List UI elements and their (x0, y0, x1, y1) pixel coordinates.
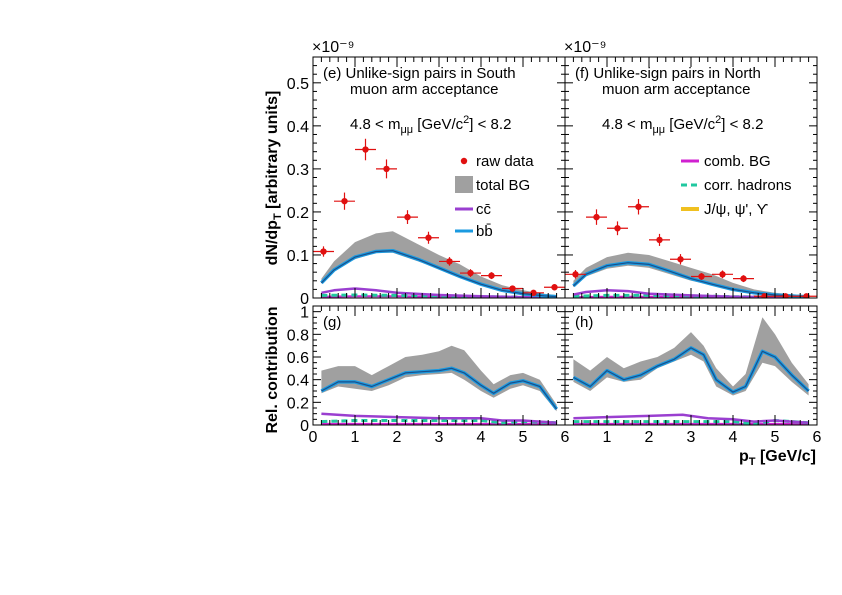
y-tick-label-e: 0.3 (287, 162, 309, 179)
x-tick-label-g: 4 (477, 429, 486, 446)
raw-point-e (320, 248, 327, 255)
x-tick-label-g: 0 (309, 429, 318, 446)
mass-cut-rest: [GeV/c (413, 116, 464, 133)
legend-right: comb. BG corr. hadrons J/ψ, ψ', ϒ (681, 153, 792, 218)
x-tick-label-h: 6 (813, 429, 822, 446)
y-tick-label-e: 0 (300, 291, 309, 308)
plot-area-f (565, 199, 817, 298)
y-tick-label-g: 0.8 (287, 327, 309, 344)
x-axis-label: pT [GeV/c] (739, 448, 816, 468)
y-tick-label-g: 0.6 (287, 350, 309, 367)
raw-point-f (761, 293, 768, 298)
raw-point-f (782, 293, 789, 298)
y-tick-label-g: 0 (300, 418, 309, 435)
mass-cut-rest: [GeV/c (665, 116, 716, 133)
raw-point-e (509, 285, 516, 292)
total-bg-band-e (321, 231, 557, 297)
raw-point-f (677, 256, 684, 263)
y-axis-label-top: dN/dpT [arbitrary units] (264, 91, 284, 266)
x-tick-label-h: 2 (645, 429, 654, 446)
exponent-label-left: ×10⁻⁹ (312, 39, 354, 56)
raw-point-e (341, 197, 348, 205)
x-tick-label-g: 1 (351, 429, 360, 446)
panel-e: 0 0.1 0.2 0.3 0.4 0.5 (e) Unlike-sign pairs in… (287, 56, 566, 308)
panel-label-g: (g) (323, 314, 341, 331)
panel-g: 00.20.40.60.810 1 2 3 4 5 6(g) (287, 305, 570, 446)
panel-subtitle-f: muon arm acceptance (602, 81, 750, 98)
cc-line-g (321, 412, 557, 424)
legend-raw-label: raw data (476, 153, 534, 170)
x-tick-label-h: 1 (603, 429, 612, 446)
x-tick-label-h: 5 (771, 429, 780, 446)
legend-band-marker (455, 176, 473, 193)
raw-point-f (635, 203, 642, 210)
raw-point-e (362, 146, 369, 153)
raw-point-e (467, 269, 474, 277)
legend-comb-label: comb. BG (704, 153, 771, 170)
raw-point-e (383, 165, 390, 173)
x-tick-label-h: 4 (729, 429, 738, 446)
raw-point-e (404, 213, 411, 221)
legend-jpsi-label: J/ψ, ψ', ϒ (704, 201, 769, 218)
raw-point-e (446, 258, 453, 265)
legend-cc-label: cc̄ (476, 201, 492, 218)
panel-label-e: (e) Unlike-sign pairs in South (323, 65, 516, 82)
raw-point-f (719, 271, 726, 278)
mass-cut-sup: 2 (463, 114, 469, 126)
panel-label-f: (f) Unlike-sign pairs in North (575, 65, 761, 82)
y-axis-label-bottom: Rel. contribution (264, 306, 281, 433)
total-bg-band-g (321, 345, 557, 412)
raw-point-f (614, 225, 621, 232)
cc-line-h (573, 413, 809, 424)
plot-area-g (320, 345, 559, 425)
legend-corr-label: corr. hadrons (704, 177, 792, 194)
legend-left: raw data total BG cc̄ bb̄ (455, 153, 534, 240)
y-tick-label-e: 0.4 (287, 119, 309, 136)
y-tick-label-e: 0.2 (287, 205, 309, 222)
mass-cut-sub: μμ (400, 124, 413, 136)
y-tick-label-e: 0.5 (287, 76, 309, 93)
bb-line-core-g (321, 367, 558, 410)
raw-point-e (488, 272, 495, 279)
raw-point-f (593, 213, 600, 221)
x-tick-label-g: 6 (561, 429, 570, 446)
panel-h: 1 2 3 4 5 6 (h) (564, 305, 822, 446)
corr-hadrons-line-g (321, 419, 557, 425)
legend-bb-label: bb̄ (476, 223, 493, 240)
x-tick-label-g: 3 (435, 429, 444, 446)
raw-point-f (572, 271, 579, 278)
panel-subtitle-e: muon arm acceptance (350, 81, 498, 98)
mass-cut-label-e: 4.8 < mμμ [GeV/c2] < 8.2 (350, 114, 511, 136)
raw-point-f (803, 293, 810, 298)
raw-point-e (425, 234, 432, 241)
corr-hadrons-line-h (573, 419, 809, 425)
raw-point-e (551, 284, 558, 291)
mass-cut-sub: μμ (652, 124, 665, 136)
exponent-label-right: ×10⁻⁹ (564, 39, 606, 56)
raw-point-f (740, 275, 747, 282)
mass-cut-rest2: ] < 8.2 (721, 116, 763, 133)
raw-point-f (656, 236, 663, 244)
y-tick-label-e: 0.1 (287, 248, 309, 265)
x-tick-label-g: 2 (393, 429, 402, 446)
y-tick-label-g: 1 (300, 305, 309, 322)
mass-cut-sup: 2 (715, 114, 721, 126)
legend-band-label: total BG (476, 177, 530, 194)
mass-cut-label-f: 4.8 < mμμ [GeV/c2] < 8.2 (602, 114, 763, 136)
panel-label-h: (h) (575, 314, 593, 331)
y-tick-label-g: 0.4 (287, 373, 309, 390)
y-tick-label-g: 0.2 (287, 395, 309, 412)
x-tick-label-h: 3 (687, 429, 696, 446)
plot-area-h (572, 317, 810, 425)
raw-point-f (698, 273, 705, 280)
mass-cut-rest2: ] < 8.2 (469, 116, 511, 133)
x-tick-label-g: 5 (519, 429, 528, 446)
bb-line-core-h (573, 347, 810, 393)
legend-raw-marker (460, 157, 468, 165)
